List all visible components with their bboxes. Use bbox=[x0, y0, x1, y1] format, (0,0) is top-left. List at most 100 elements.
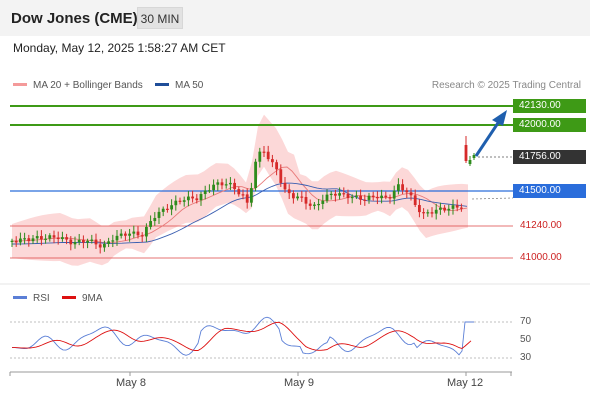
legend-bollinger-label: MA 20 + Bollinger Bands bbox=[33, 80, 143, 91]
candle-body bbox=[170, 205, 173, 210]
candle-body bbox=[283, 182, 287, 190]
datetime-label: Monday, May 12, 2025 1:58:27 AM CET bbox=[13, 41, 226, 55]
candle-body bbox=[392, 190, 396, 199]
candle-body bbox=[451, 205, 455, 209]
forecast-arrowhead-icon bbox=[492, 110, 507, 126]
candle-body bbox=[48, 235, 52, 239]
legend-9ma-label: 9MA bbox=[82, 293, 103, 304]
candle-body bbox=[304, 196, 308, 204]
candle-body bbox=[216, 182, 220, 185]
pivot-tag: 41500.00 bbox=[513, 184, 586, 198]
candle-body bbox=[65, 237, 68, 240]
rsi-line bbox=[12, 316, 474, 356]
candle-body bbox=[224, 184, 228, 186]
candle-body bbox=[161, 208, 165, 212]
candle-body bbox=[195, 198, 199, 201]
candle-body bbox=[98, 244, 102, 248]
candle-body bbox=[447, 208, 451, 211]
candle-body bbox=[208, 190, 211, 192]
candle-body bbox=[90, 239, 94, 241]
candle-body bbox=[367, 195, 371, 200]
candle-body bbox=[430, 212, 434, 214]
candle-body bbox=[52, 235, 56, 238]
candle-body bbox=[86, 240, 89, 243]
resistance-1-tag: 42000.00 bbox=[513, 118, 586, 132]
candle-body bbox=[40, 236, 43, 240]
candle-body bbox=[61, 237, 64, 240]
candle-body bbox=[455, 205, 459, 208]
candle-body bbox=[350, 196, 354, 199]
candle-body bbox=[266, 151, 270, 160]
candle-body bbox=[359, 195, 362, 200]
candle-body bbox=[23, 238, 26, 240]
candle-body bbox=[14, 240, 18, 243]
candle-body bbox=[292, 193, 295, 199]
candle-body bbox=[31, 238, 35, 242]
rsi-scale-30: 30 bbox=[520, 352, 532, 363]
candle-body bbox=[472, 155, 476, 158]
candle-body bbox=[19, 238, 22, 243]
candle-body bbox=[166, 208, 169, 210]
candle-body bbox=[149, 221, 152, 227]
rsi-9ma-line bbox=[12, 321, 472, 351]
candle-body bbox=[371, 195, 375, 198]
candle-body bbox=[82, 239, 85, 243]
candle-body bbox=[220, 182, 224, 186]
rsi-swatch-icon bbox=[13, 295, 27, 299]
candle-body bbox=[422, 212, 425, 214]
support-2-label: 41000.00 bbox=[520, 252, 562, 263]
candle-body bbox=[287, 189, 291, 194]
candle-body bbox=[300, 196, 304, 198]
candlesticks bbox=[10, 136, 476, 254]
candle-body bbox=[405, 190, 409, 193]
candle-body bbox=[136, 231, 140, 236]
legend-bollinger: MA 20 + Bollinger Bands bbox=[13, 80, 143, 91]
candle-body bbox=[237, 189, 241, 195]
legend-9ma: 9MA bbox=[62, 293, 103, 304]
candle-body bbox=[342, 193, 346, 195]
candle-body bbox=[355, 195, 358, 197]
candle-body bbox=[258, 151, 262, 162]
candle-body bbox=[380, 195, 383, 199]
forecast-arrow bbox=[474, 119, 502, 157]
legend-rsi-label: RSI bbox=[33, 293, 50, 304]
candle-body bbox=[334, 193, 337, 196]
candle-body bbox=[145, 226, 148, 237]
ma9-swatch-icon bbox=[62, 295, 76, 299]
candle-body bbox=[443, 207, 446, 211]
candle-body bbox=[464, 145, 468, 161]
legend-ma50-label: MA 50 bbox=[175, 80, 204, 91]
candle-body bbox=[409, 192, 413, 196]
candle-body bbox=[376, 197, 379, 199]
ma50-dotted-extension bbox=[471, 197, 514, 200]
x-label-may12: May 12 bbox=[447, 377, 484, 389]
candle-body bbox=[434, 209, 438, 214]
candle-body bbox=[182, 200, 186, 202]
candle-body bbox=[426, 212, 430, 214]
candle-body bbox=[296, 196, 299, 199]
candle-body bbox=[178, 200, 182, 202]
timeframe-button[interactable]: 30 MIN bbox=[137, 7, 183, 29]
candle-body bbox=[203, 190, 207, 195]
bollinger-swatch-icon bbox=[13, 82, 27, 86]
candle-body bbox=[73, 242, 77, 245]
candle-body bbox=[439, 207, 442, 210]
x-label-may8: May 8 bbox=[116, 377, 146, 389]
current-price-tag: 41756.00 bbox=[513, 150, 586, 164]
ma50-swatch-icon bbox=[155, 82, 169, 86]
candle-body bbox=[317, 203, 320, 206]
candle-body bbox=[325, 194, 329, 201]
candle-body bbox=[35, 236, 39, 239]
candle-body bbox=[153, 217, 157, 222]
candle-body bbox=[418, 205, 421, 213]
candle-body bbox=[329, 193, 333, 196]
candle-body bbox=[338, 193, 341, 196]
candle-body bbox=[107, 241, 110, 244]
candle-body bbox=[262, 151, 266, 153]
candle-body bbox=[233, 182, 236, 190]
candle-body bbox=[94, 239, 98, 245]
candle-body bbox=[308, 203, 312, 206]
candle-body bbox=[229, 182, 232, 185]
candle-body bbox=[413, 195, 417, 206]
